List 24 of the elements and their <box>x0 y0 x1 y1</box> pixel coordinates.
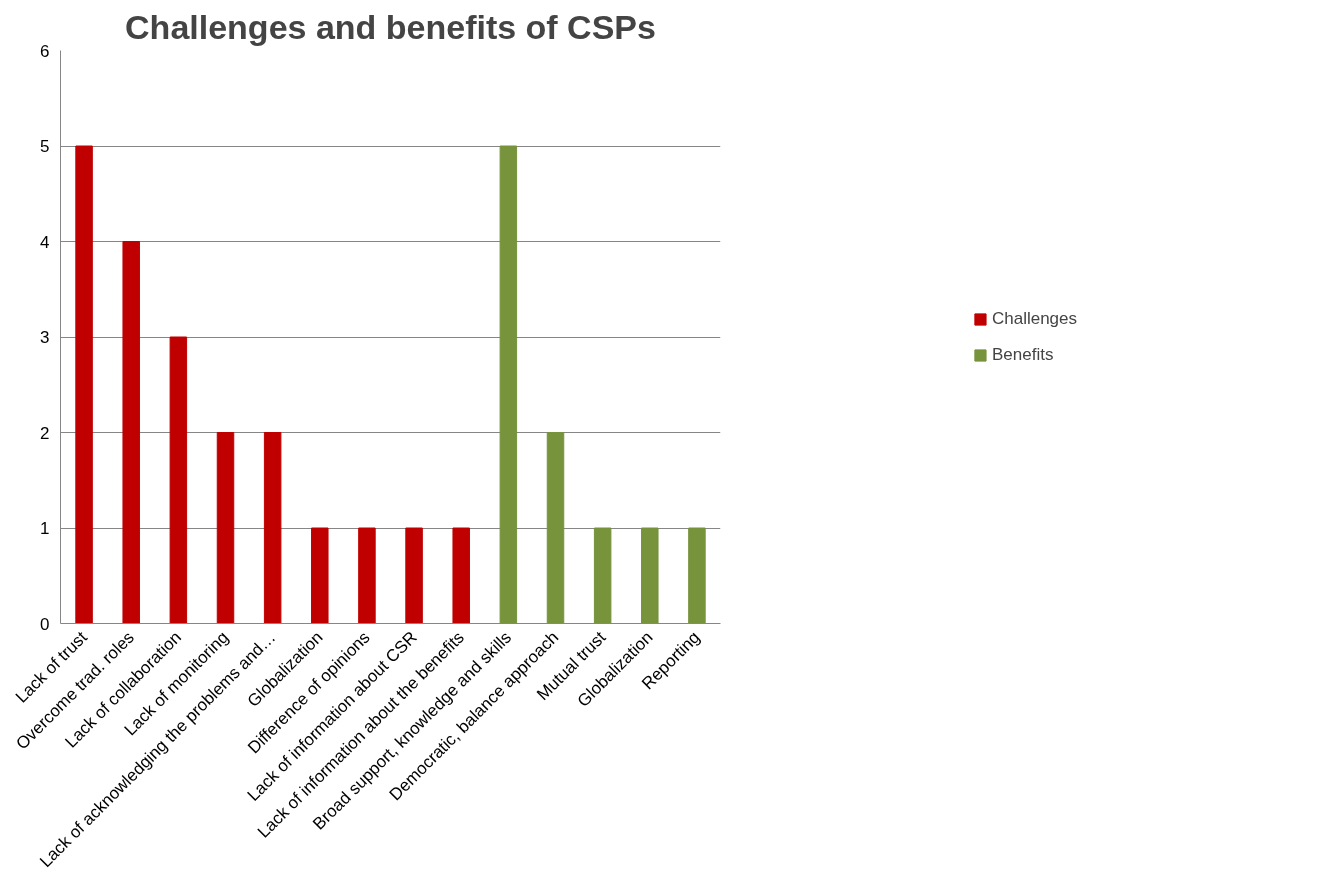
y-tick-label: 3 <box>40 328 50 347</box>
chart-title: Challenges and benefits of CSPs <box>125 7 656 46</box>
y-tick-label: 5 <box>40 137 50 156</box>
bar <box>122 241 140 624</box>
bar <box>688 527 706 624</box>
legend-label: Benefits <box>991 344 1054 365</box>
legend-label: Challenges <box>991 308 1078 329</box>
y-tick-label: 4 <box>40 232 50 252</box>
bar <box>169 336 188 624</box>
bar <box>358 527 376 624</box>
y-tick-label: 2 <box>40 423 50 443</box>
bar <box>546 432 565 624</box>
bar <box>263 432 282 624</box>
bar <box>405 527 423 624</box>
bar <box>499 145 518 624</box>
bar <box>593 527 612 624</box>
bar <box>641 527 659 624</box>
y-tick-label: 1 <box>40 519 50 538</box>
y-tick-label: 6 <box>40 41 50 61</box>
bar <box>311 527 329 624</box>
y-tick-label: 0 <box>40 614 50 634</box>
bar <box>75 145 93 624</box>
bar <box>452 527 470 624</box>
bar <box>216 432 235 624</box>
